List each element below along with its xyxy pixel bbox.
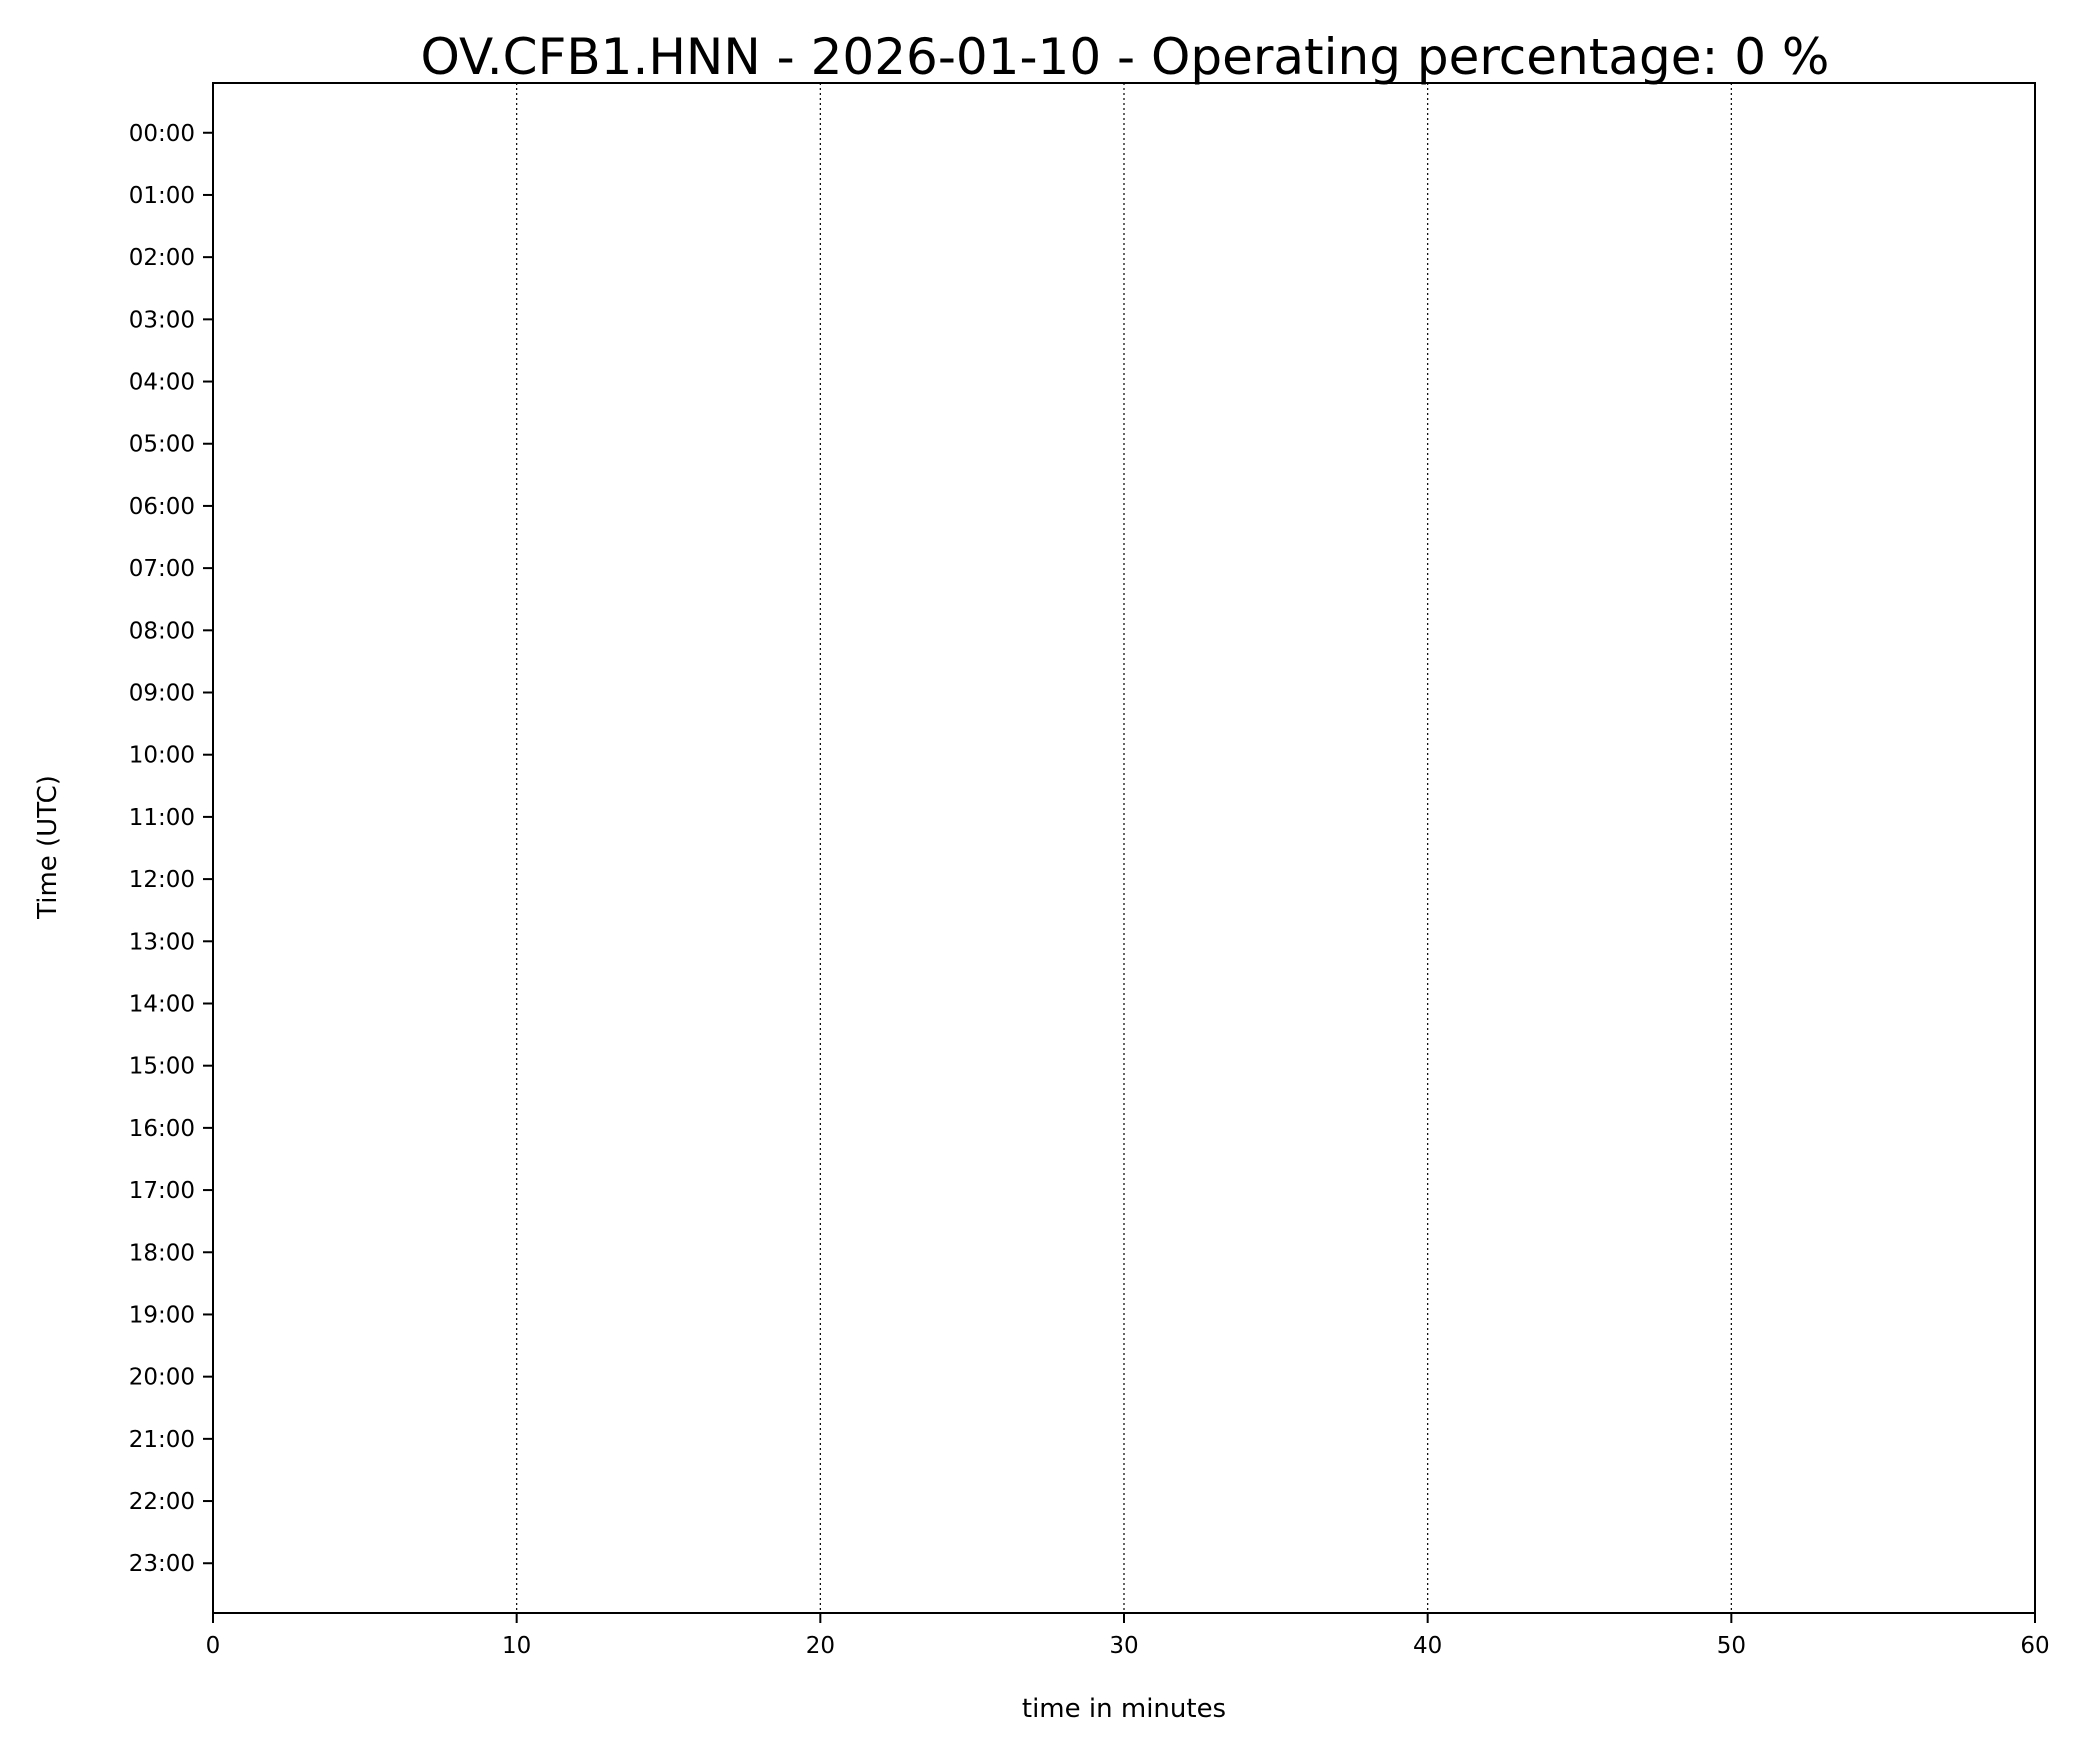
x-tick-label: 60	[2020, 1633, 2049, 1659]
y-tick-label: 05:00	[129, 432, 195, 458]
y-tick-label: 12:00	[129, 867, 195, 893]
y-tick-label: 09:00	[129, 681, 195, 707]
y-tick-label: 04:00	[129, 370, 195, 396]
y-axis-label: Time (UTC)	[33, 775, 63, 920]
y-tick-label: 13:00	[129, 929, 195, 955]
y-tick-label: 06:00	[129, 494, 195, 520]
y-axis: 00:00 01:00 02:00 03:00 04:00 05:00 06:00 07:00…	[129, 121, 213, 1577]
y-tick-label: 19:00	[129, 1302, 195, 1328]
y-tick-label: 20:00	[129, 1365, 195, 1391]
y-tick-label: 15:00	[129, 1054, 195, 1080]
y-tick-label: 01:00	[129, 183, 195, 209]
y-tick-label: 21:00	[129, 1427, 195, 1453]
x-tick-label: 0	[206, 1633, 221, 1659]
y-tick-label: 23:00	[129, 1551, 195, 1577]
y-tick-label: 00:00	[129, 121, 195, 147]
chart-title: OV.CFB1.HNN - 2026-01-10 - Operating per…	[421, 28, 1830, 86]
y-tick-label: 08:00	[129, 618, 195, 644]
y-tick-label: 07:00	[129, 556, 195, 582]
x-axis: 0 10 20 30 40 50 60	[206, 1613, 2050, 1659]
x-tick-label: 30	[1109, 1633, 1138, 1659]
grid	[516, 83, 1732, 1613]
y-tick-label: 18:00	[129, 1240, 195, 1266]
y-tick-label: 16:00	[129, 1116, 195, 1142]
x-tick-label: 40	[1413, 1633, 1442, 1659]
y-tick-label: 03:00	[129, 307, 195, 333]
y-tick-label: 22:00	[129, 1489, 195, 1515]
x-tick-label: 50	[1717, 1633, 1746, 1659]
y-tick-label: 10:00	[129, 743, 195, 769]
y-tick-label: 02:00	[129, 245, 195, 271]
x-tick-label: 10	[502, 1633, 531, 1659]
y-tick-label: 17:00	[129, 1178, 195, 1204]
x-tick-label: 20	[806, 1633, 835, 1659]
x-axis-label: time in minutes	[1022, 1694, 1226, 1724]
y-tick-label: 14:00	[129, 991, 195, 1017]
y-tick-label: 11:00	[129, 805, 195, 831]
